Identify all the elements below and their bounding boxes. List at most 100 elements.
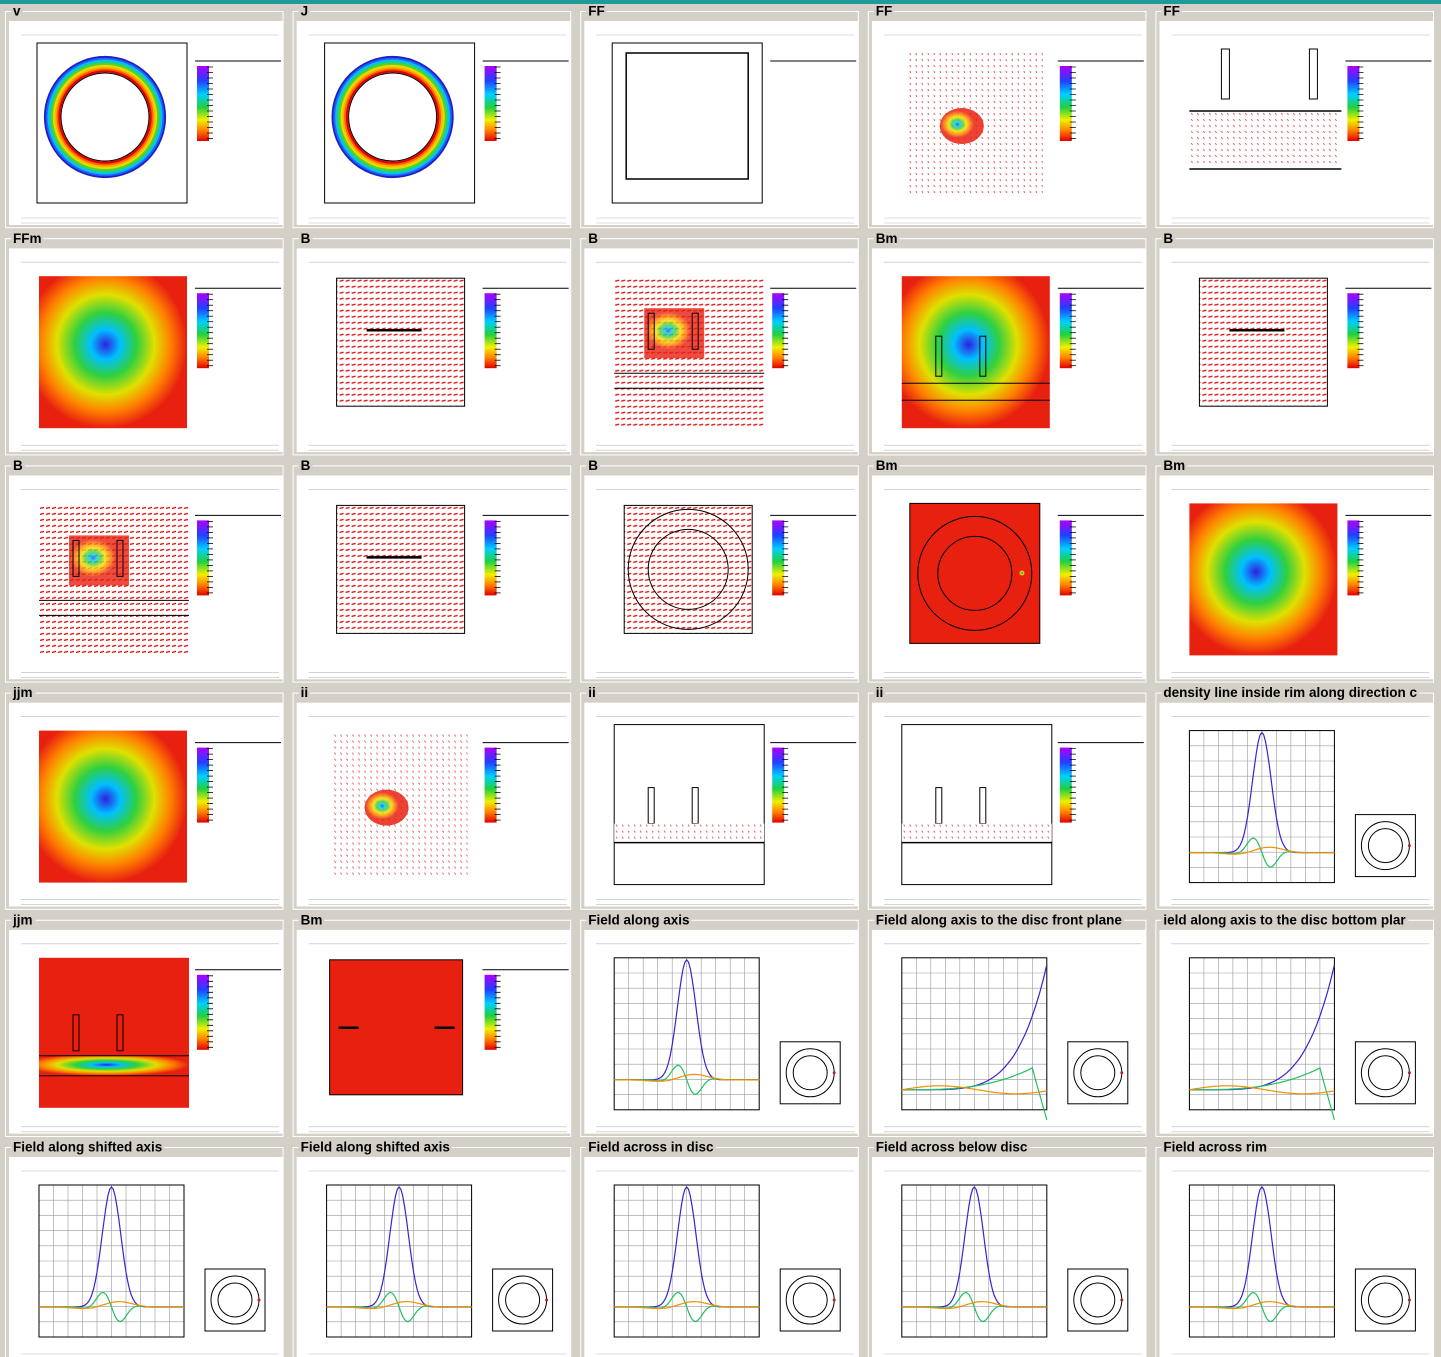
panel-border (580, 465, 859, 683)
panel-border (580, 919, 859, 1137)
plot-panel: jjm (2, 685, 288, 912)
plot-frame (613, 1184, 760, 1338)
panel-title: B (301, 231, 311, 246)
curve (901, 1067, 1048, 1120)
panel-title-background (11, 232, 44, 247)
plot-panel: ii (864, 685, 1151, 912)
ring-band (56, 68, 154, 166)
panel-border (867, 692, 1147, 910)
slot (116, 1014, 124, 1052)
panel-border (1155, 465, 1435, 683)
color-bar (197, 747, 209, 823)
inset-dot (1120, 1298, 1124, 1302)
vector-field (1199, 278, 1328, 407)
plot-page (584, 475, 859, 680)
panel-title: Bm (876, 458, 898, 473)
plot-page (871, 702, 1146, 907)
plot-page (871, 1157, 1146, 1357)
panel-title: FF (876, 4, 893, 19)
vector-field (614, 823, 765, 842)
plot-frame (623, 504, 753, 634)
curve (1189, 1085, 1335, 1095)
panel-title: Bm (301, 912, 323, 927)
color-bar (772, 520, 785, 596)
ring-band (47, 59, 163, 175)
panel-title-background (873, 5, 895, 19)
panel-border (292, 919, 572, 1137)
panel-title-background (873, 459, 900, 474)
plot-panel: B (1152, 232, 1438, 458)
slot (1220, 48, 1230, 100)
panel-title: Field along axis (588, 912, 689, 927)
inset-dot (545, 1298, 549, 1302)
plot-page (1159, 21, 1434, 225)
plot-panel: jjm (2, 913, 288, 1139)
plot-frame (336, 277, 466, 407)
plot-frame (36, 42, 188, 204)
ring-band (344, 68, 442, 166)
plot-frame (1198, 277, 1328, 407)
plot-frame (336, 504, 466, 634)
color-bar (197, 293, 209, 369)
plot-frame (901, 724, 1053, 886)
ring-band (338, 63, 447, 171)
plot-panel: Field along axis to the disc front plane (864, 913, 1151, 1139)
panel-border (580, 1147, 859, 1357)
panel-border (580, 11, 859, 229)
panel-title: ii (301, 685, 309, 700)
panel-border (867, 465, 1147, 683)
plot-panel: Field across rim (1152, 1141, 1438, 1357)
inset-dot (832, 1071, 836, 1075)
panel-title-background (298, 913, 325, 928)
panel-title-background (1161, 459, 1188, 474)
plot-frame (324, 42, 476, 204)
slot (647, 312, 655, 350)
panel-title: Bm (876, 231, 898, 246)
plot-panel: FF (577, 5, 863, 231)
color-bar (1059, 520, 1072, 596)
plot-panel: Field across below disc (864, 1140, 1151, 1357)
panel-title: jjm (12, 685, 33, 700)
panel-title: ii (876, 685, 884, 700)
ring-band (345, 70, 440, 164)
curve (1189, 846, 1335, 855)
plot-panel: Bm (864, 231, 1151, 458)
heat-map (39, 730, 187, 883)
curve (614, 1073, 760, 1082)
plot-frame (611, 42, 763, 204)
inset-dot (1407, 1071, 1411, 1075)
panel-border (292, 692, 572, 910)
plot-page-background (871, 702, 1146, 907)
field-core (69, 535, 129, 586)
plot-panel: Field across in disc (577, 1141, 863, 1357)
panel-title: B (13, 458, 23, 473)
plot-page (296, 702, 571, 907)
inset-frame (492, 1268, 554, 1332)
curve (614, 1300, 760, 1310)
panel-title-background (11, 913, 36, 928)
heat-map (39, 276, 187, 429)
color-bar (772, 293, 785, 369)
top-bar (0, 0, 1441, 4)
slot (72, 1014, 80, 1052)
color-bar (484, 520, 497, 596)
color-bar (1347, 520, 1360, 596)
plot-page (584, 929, 859, 1134)
vector-field (336, 278, 465, 407)
plot-panel: FF (1152, 5, 1438, 231)
panel-title-background (1161, 5, 1182, 19)
hot-spot (939, 108, 984, 144)
ring (917, 515, 1033, 631)
panel-title-background (873, 686, 886, 701)
ring-band (333, 57, 452, 177)
panel-title-background (298, 232, 313, 247)
plot-page (871, 21, 1146, 225)
plot-frame (1188, 1184, 1335, 1338)
plot-page (9, 475, 283, 680)
panel-title-background (298, 5, 311, 19)
plot-panel: B (2, 458, 288, 685)
plot-page (9, 929, 283, 1134)
panel-title: Field across below disc (876, 1140, 1028, 1155)
plot-page-background (584, 702, 859, 907)
